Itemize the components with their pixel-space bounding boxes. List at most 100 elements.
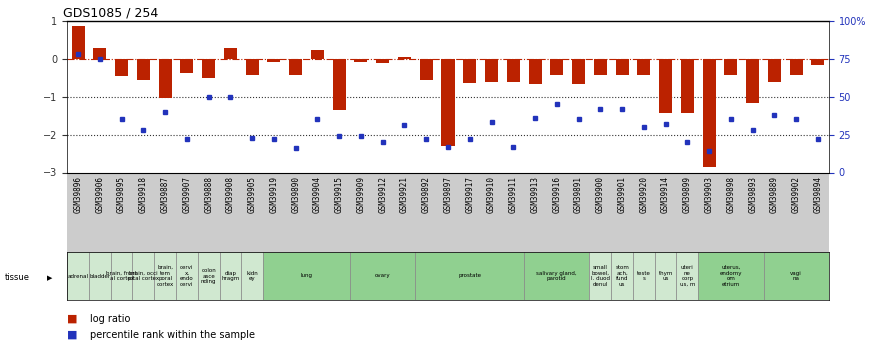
Text: bladder: bladder xyxy=(90,274,110,278)
Text: log ratio: log ratio xyxy=(90,314,130,324)
Text: kidn
ey: kidn ey xyxy=(246,270,258,282)
Text: adrenal: adrenal xyxy=(67,274,89,278)
Bar xyxy=(442,59,454,146)
Text: GSM39909: GSM39909 xyxy=(357,177,366,214)
Text: uteri
ne
corp
us, m: uteri ne corp us, m xyxy=(680,265,695,287)
Text: GSM39919: GSM39919 xyxy=(270,177,279,214)
Text: GSM39920: GSM39920 xyxy=(640,177,649,214)
Bar xyxy=(398,57,411,59)
Bar xyxy=(180,59,194,73)
Bar xyxy=(241,252,263,300)
Text: GSM39911: GSM39911 xyxy=(509,177,518,214)
Text: GSM39898: GSM39898 xyxy=(727,177,736,214)
Text: brain,
tem
poral
cortex: brain, tem poral cortex xyxy=(157,265,174,287)
Text: tissue: tissue xyxy=(4,273,30,282)
Text: GSM39908: GSM39908 xyxy=(226,177,235,214)
Text: GSM39906: GSM39906 xyxy=(95,177,104,214)
Text: ■: ■ xyxy=(67,330,78,339)
Text: GSM39895: GSM39895 xyxy=(117,177,126,214)
Text: brain, front
al cortex: brain, front al cortex xyxy=(106,270,137,282)
Bar xyxy=(224,48,237,59)
Bar xyxy=(419,59,433,80)
Bar xyxy=(590,252,611,300)
Bar xyxy=(572,59,585,85)
Text: GSM39904: GSM39904 xyxy=(313,177,322,214)
Bar xyxy=(332,59,346,110)
Bar xyxy=(93,48,107,59)
Bar xyxy=(267,59,280,62)
Text: GSM39893: GSM39893 xyxy=(748,177,757,214)
Text: GSM39913: GSM39913 xyxy=(530,177,539,214)
Text: GSM39915: GSM39915 xyxy=(335,177,344,214)
Bar xyxy=(724,59,737,75)
Text: GSM39896: GSM39896 xyxy=(73,177,82,214)
Text: stom
ach,
fund
us: stom ach, fund us xyxy=(616,265,629,287)
Text: GSM39910: GSM39910 xyxy=(487,177,496,214)
Text: thym
us: thym us xyxy=(659,270,673,282)
Text: salivary gland,
parotid: salivary gland, parotid xyxy=(537,270,577,282)
Text: GSM39902: GSM39902 xyxy=(792,177,801,214)
Text: percentile rank within the sample: percentile rank within the sample xyxy=(90,330,254,339)
Bar xyxy=(350,252,416,300)
Text: GSM39900: GSM39900 xyxy=(596,177,605,214)
Bar xyxy=(633,252,655,300)
Bar xyxy=(659,59,672,112)
Bar xyxy=(220,252,241,300)
Bar xyxy=(89,252,111,300)
Text: GSM39897: GSM39897 xyxy=(444,177,452,214)
Text: GSM39918: GSM39918 xyxy=(139,177,148,214)
Bar xyxy=(616,59,629,75)
Bar xyxy=(524,252,590,300)
Text: GSM39888: GSM39888 xyxy=(204,177,213,214)
Bar xyxy=(115,59,128,76)
Bar xyxy=(355,59,367,62)
Bar xyxy=(159,59,172,99)
Bar xyxy=(246,59,259,75)
Bar xyxy=(376,59,389,63)
Bar xyxy=(416,252,524,300)
Bar xyxy=(263,252,350,300)
Bar xyxy=(789,59,803,75)
Bar xyxy=(655,252,676,300)
Text: ■: ■ xyxy=(67,314,78,324)
Bar xyxy=(176,252,198,300)
Bar xyxy=(594,59,607,75)
Text: GSM39921: GSM39921 xyxy=(400,177,409,214)
Bar xyxy=(746,59,759,104)
Text: prostate: prostate xyxy=(458,274,481,278)
Text: GSM39907: GSM39907 xyxy=(183,177,192,214)
Bar xyxy=(812,59,824,66)
Bar xyxy=(698,252,763,300)
Bar xyxy=(550,59,564,75)
Text: GSM39892: GSM39892 xyxy=(422,177,431,214)
Bar xyxy=(311,50,324,59)
Text: GSM39887: GSM39887 xyxy=(160,177,169,214)
Bar xyxy=(133,252,154,300)
Bar xyxy=(637,59,650,75)
Bar xyxy=(198,252,220,300)
Text: lung: lung xyxy=(300,274,313,278)
Bar xyxy=(611,252,633,300)
Text: ovary: ovary xyxy=(375,274,391,278)
Bar xyxy=(529,59,541,85)
Text: vagi
na: vagi na xyxy=(790,270,802,282)
Text: brain, occi
pital cortex: brain, occi pital cortex xyxy=(128,270,159,282)
Bar xyxy=(154,252,176,300)
Bar xyxy=(111,252,133,300)
Text: GSM39914: GSM39914 xyxy=(661,177,670,214)
Text: GSM39901: GSM39901 xyxy=(617,177,626,214)
Bar xyxy=(768,59,781,82)
Bar xyxy=(681,59,694,112)
Text: diap
hragm: diap hragm xyxy=(221,270,239,282)
Text: GSM39916: GSM39916 xyxy=(552,177,561,214)
Bar xyxy=(202,59,215,78)
Text: GSM39894: GSM39894 xyxy=(814,177,823,214)
Bar xyxy=(702,59,716,167)
Text: GSM39912: GSM39912 xyxy=(378,177,387,214)
Text: colon
asce
nding: colon asce nding xyxy=(201,268,217,284)
Text: GSM39917: GSM39917 xyxy=(465,177,474,214)
Bar xyxy=(137,59,150,80)
Bar xyxy=(507,59,520,82)
Text: cervi
x,
endo
cervi: cervi x, endo cervi xyxy=(180,265,194,287)
Bar xyxy=(676,252,698,300)
